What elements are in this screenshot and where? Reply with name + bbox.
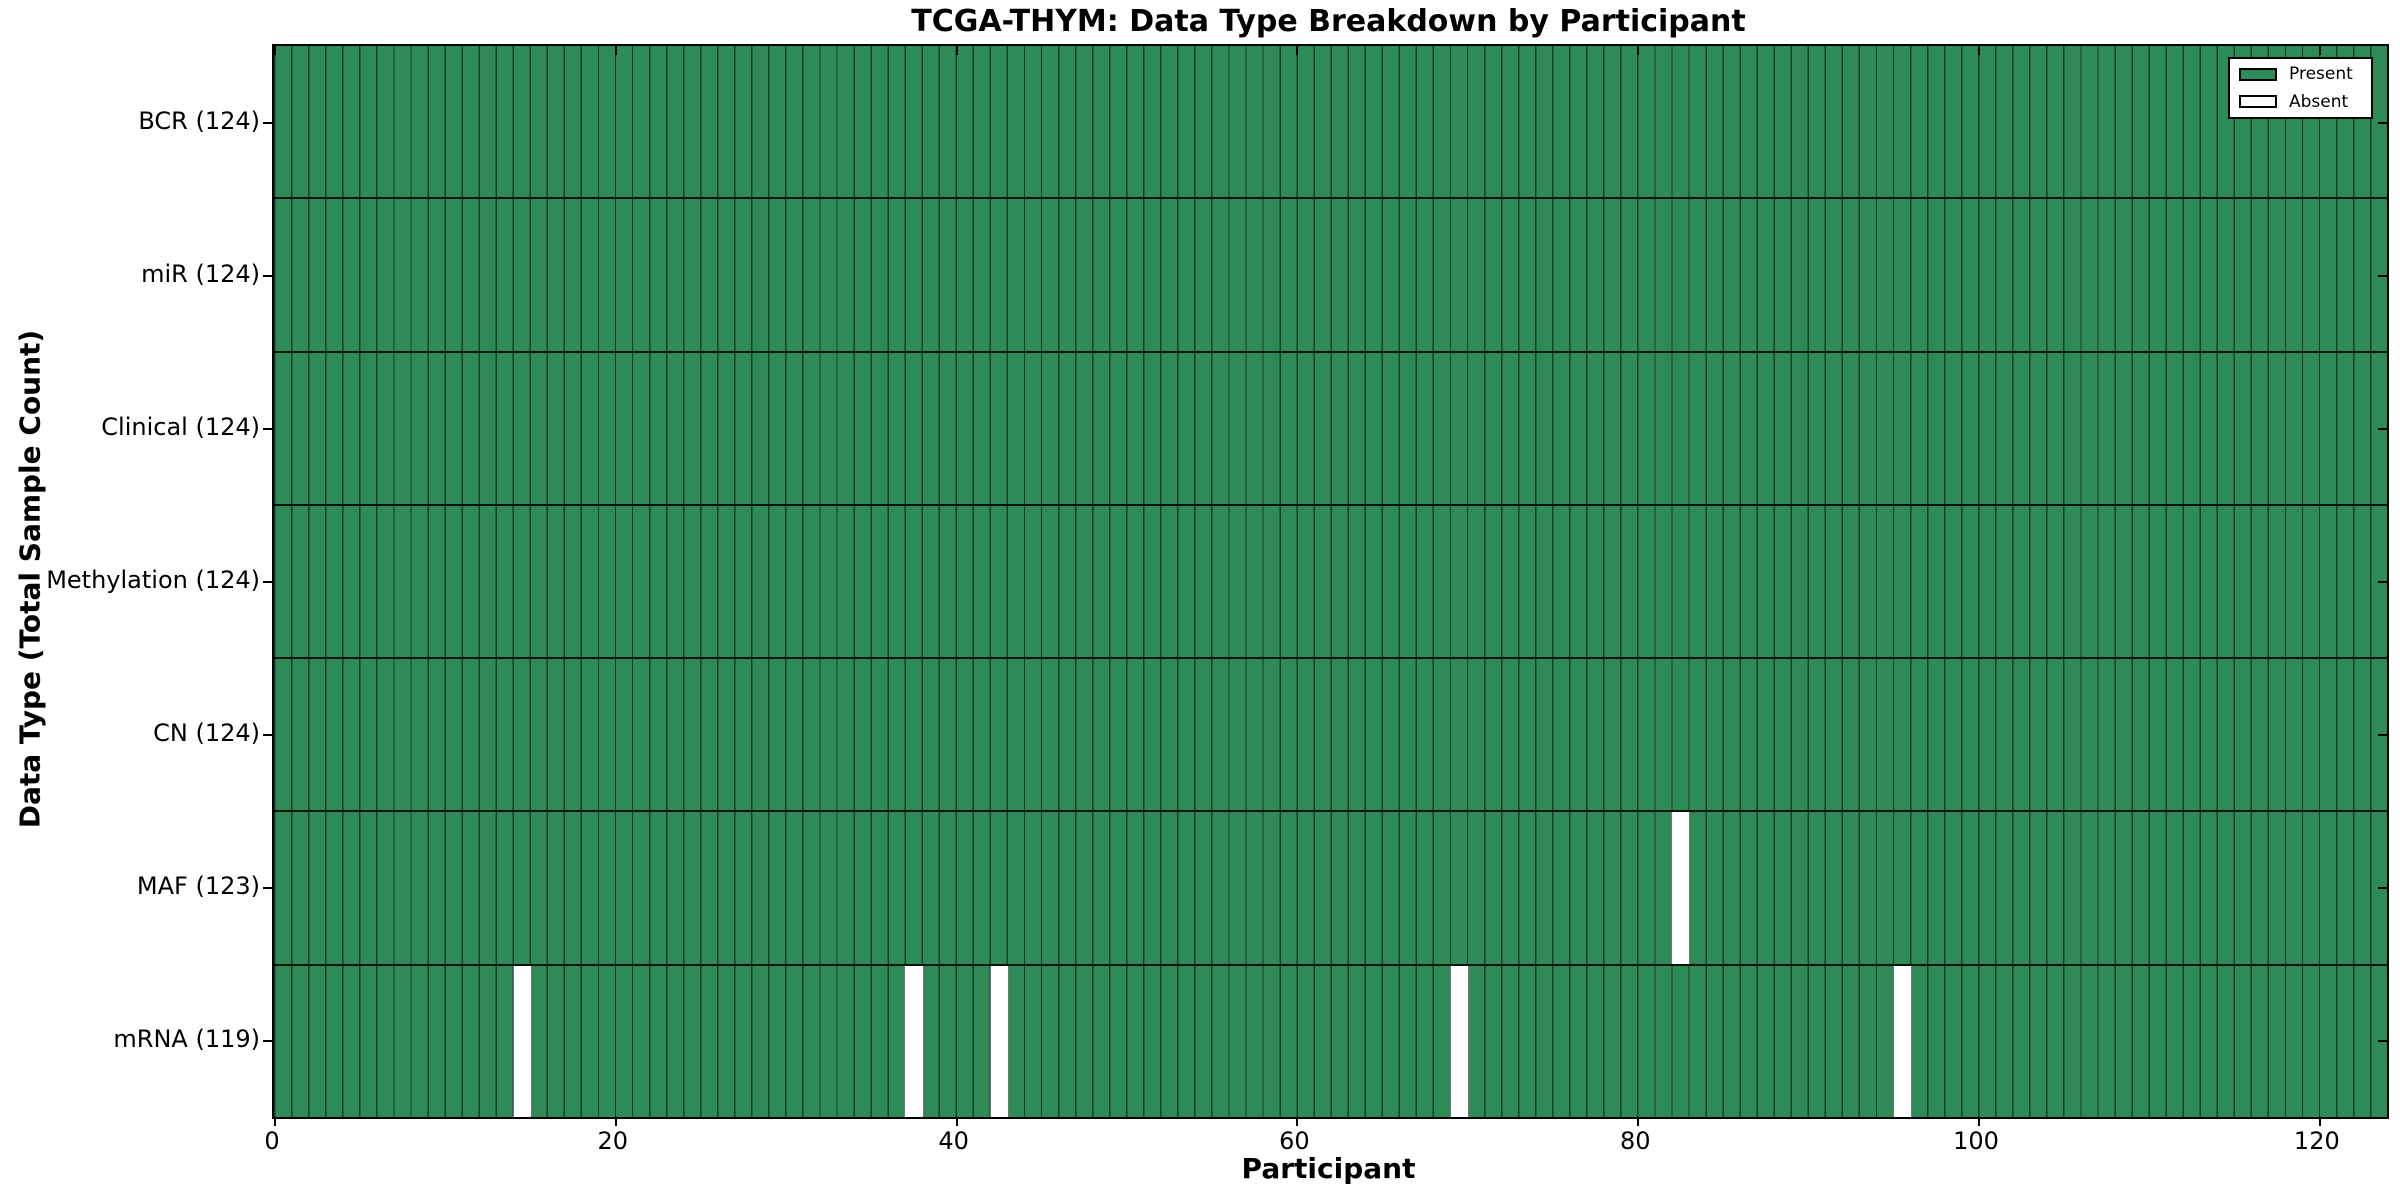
- x-tick-bottom: [955, 1117, 958, 1126]
- row-mRNA: [274, 963, 2387, 1117]
- x-tick-top: [1296, 46, 1299, 55]
- y-tick-label-Methylation: Methylation (124): [46, 565, 260, 594]
- row-MAF: [274, 810, 2387, 964]
- y-tick-label-mRNA: mRNA (119): [113, 1024, 260, 1053]
- plot-area: [263, 44, 2389, 1126]
- x-tick-bottom: [614, 1117, 617, 1126]
- x-tick-top: [1637, 46, 1640, 55]
- absent-bar-mRNA-14: [512, 965, 532, 1117]
- y-tick-right: [2378, 427, 2387, 430]
- x-tick-top: [1978, 46, 1981, 55]
- y-tick-right: [2378, 274, 2387, 277]
- y-tick-left: [263, 121, 272, 124]
- legend-entry-absent: Absent: [2239, 91, 2362, 114]
- x-tick-bottom: [274, 1117, 276, 1126]
- legend-absent-label: Absent: [2289, 91, 2349, 112]
- y-tick-label-Clinical: Clinical (124): [101, 412, 260, 441]
- y-tick-left: [263, 580, 272, 583]
- row-Clinical: [274, 350, 2387, 504]
- chart-title: TCGA-THYM: Data Type Breakdown by Partic…: [911, 4, 1746, 39]
- y-tick-left: [263, 427, 272, 430]
- row-BCR: [274, 46, 2387, 198]
- legend-present-swatch: [2239, 67, 2277, 81]
- x-tick-label-20: 20: [597, 1127, 629, 1155]
- data-rows: [274, 46, 2387, 1117]
- absent-bar-mRNA-69: [1449, 965, 1469, 1117]
- x-tick-top: [614, 46, 617, 55]
- x-tick-label-60: 60: [1279, 1127, 1310, 1155]
- x-tick-label-100: 100: [1953, 1127, 1999, 1155]
- row-Methylation: [274, 503, 2387, 658]
- y-tick-label-CN: CN (124): [153, 718, 260, 747]
- x-tick-bottom: [2318, 1117, 2321, 1126]
- row-CN: [274, 657, 2387, 811]
- absent-bar-MAF-82: [1671, 812, 1691, 964]
- x-tick-top: [2318, 46, 2321, 55]
- x-tick-top: [955, 46, 958, 55]
- x-tick-bottom: [1296, 1117, 1299, 1126]
- x-tick-bottom: [1978, 1117, 1981, 1126]
- y-tick-label-BCR: BCR (124): [138, 106, 260, 135]
- absent-bar-mRNA-95: [1892, 965, 1912, 1117]
- y-tick-right: [2378, 1039, 2387, 1042]
- y-tick-right: [2378, 580, 2387, 583]
- legend-present-label: Present: [2289, 64, 2353, 85]
- x-tick-top: [274, 46, 276, 55]
- absent-bar-mRNA-37: [904, 965, 924, 1117]
- y-tick-left: [263, 274, 272, 277]
- y-tick-left: [263, 886, 272, 889]
- y-tick-label-miR: miR (124): [141, 259, 260, 288]
- legend-entry-present: Present: [2239, 63, 2362, 86]
- legend-absent-swatch: [2239, 95, 2277, 109]
- x-tick-label-0: 0: [264, 1127, 280, 1155]
- absent-bar-mRNA-42: [989, 965, 1009, 1117]
- x-tick-label-40: 40: [938, 1127, 969, 1155]
- y-tick-right: [2378, 886, 2387, 889]
- x-tick-bottom: [1637, 1117, 1640, 1126]
- row-miR: [274, 197, 2387, 351]
- x-axis-label: Participant: [1241, 1152, 1416, 1185]
- y-tick-left: [263, 733, 272, 736]
- x-tick-label-120: 120: [2293, 1127, 2340, 1155]
- y-tick-right: [2378, 733, 2387, 736]
- y-tick-label-MAF: MAF (123): [136, 871, 260, 900]
- legend: Present Absent: [2228, 57, 2373, 119]
- x-tick-label-80: 80: [1619, 1127, 1651, 1155]
- y-tick-right: [2378, 121, 2387, 124]
- y-tick-left: [263, 1039, 272, 1042]
